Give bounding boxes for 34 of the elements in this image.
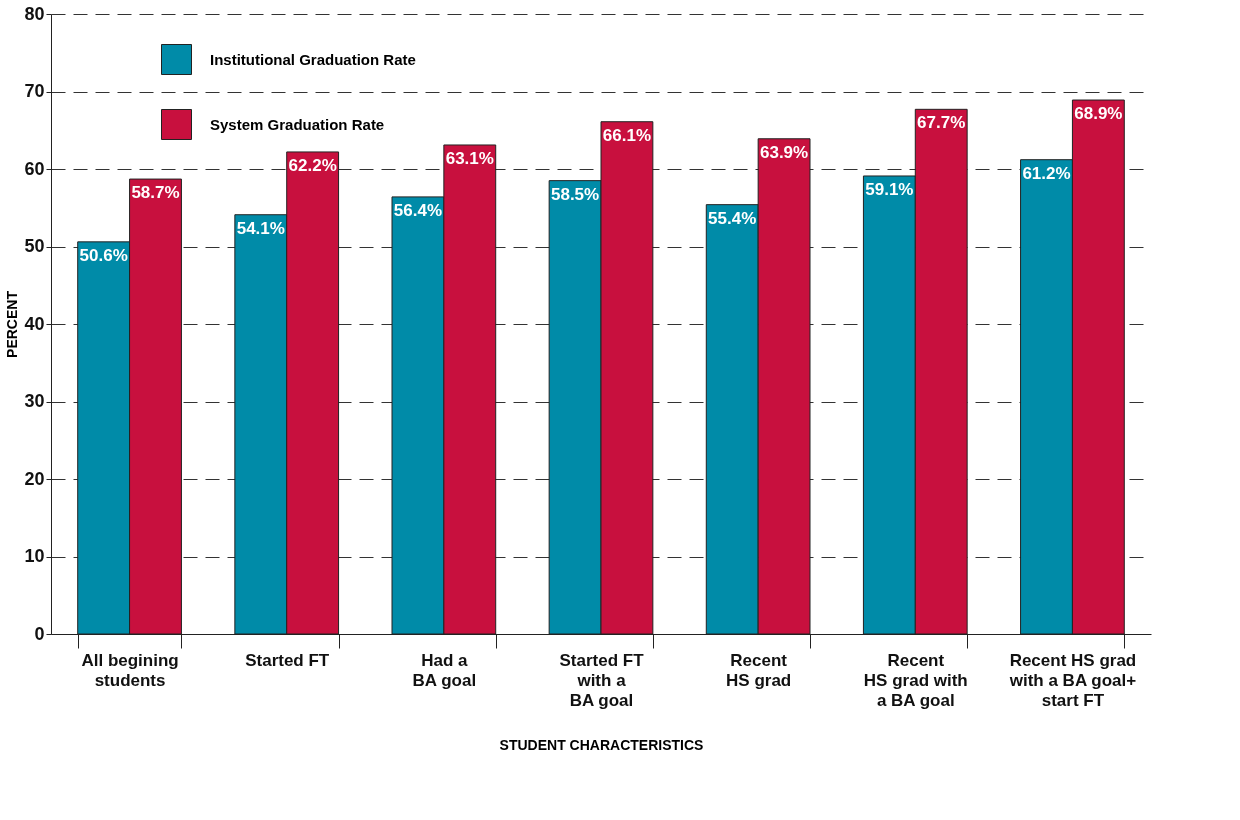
y-tick-label: 0 (34, 623, 45, 644)
y-tick-label: 10 (24, 546, 45, 566)
data-label: 56.4% (393, 200, 443, 220)
x-tick-label: Recent HS grad (726, 650, 792, 690)
data-label: 63.9% (759, 142, 809, 162)
y-tick-label: 40 (24, 313, 45, 334)
data-label: 50.6% (79, 245, 128, 265)
data-label: 63.1% (445, 148, 494, 168)
y-tick-label: 30 (24, 391, 45, 411)
data-label: 67.7% (917, 113, 966, 133)
data-label: 58.7% (131, 183, 180, 203)
x-tick-label: Recent HS grad with a BA goal (863, 650, 968, 710)
x-tick-label: Recent HS grad with a BA goal+ start FT (1008, 650, 1137, 710)
y-axis-title: PERCENT (4, 290, 21, 358)
data-label: 61.2% (1022, 163, 1071, 183)
y-tick-label: 60 (24, 158, 45, 179)
x-tick-label: Started FT (245, 650, 330, 670)
y-tick-label: 20 (24, 468, 45, 489)
y-tick-label: 50 (24, 236, 45, 256)
x-tick-label: Had a BA goal (412, 650, 477, 690)
data-label: 68.9% (1074, 104, 1123, 124)
legend-label: System Graduation Rate (210, 115, 385, 133)
data-label: 54.1% (236, 218, 285, 238)
data-label: 58.5% (550, 184, 600, 204)
data-label: 59.1% (865, 179, 914, 199)
legend-label: Institutional Graduation Rate (210, 50, 416, 68)
x-tick-label: All begining students (81, 650, 179, 690)
data-label: 55.4% (708, 208, 757, 228)
y-tick-label: 70 (24, 81, 45, 101)
x-tick-label: Started FT with a BA goal (559, 650, 645, 710)
data-label: 62.2% (288, 155, 337, 175)
data-label: 66.1% (602, 125, 652, 145)
x-axis-title: STUDENT CHARACTERISTICS (499, 736, 704, 753)
y-tick-label: 80 (24, 3, 45, 24)
